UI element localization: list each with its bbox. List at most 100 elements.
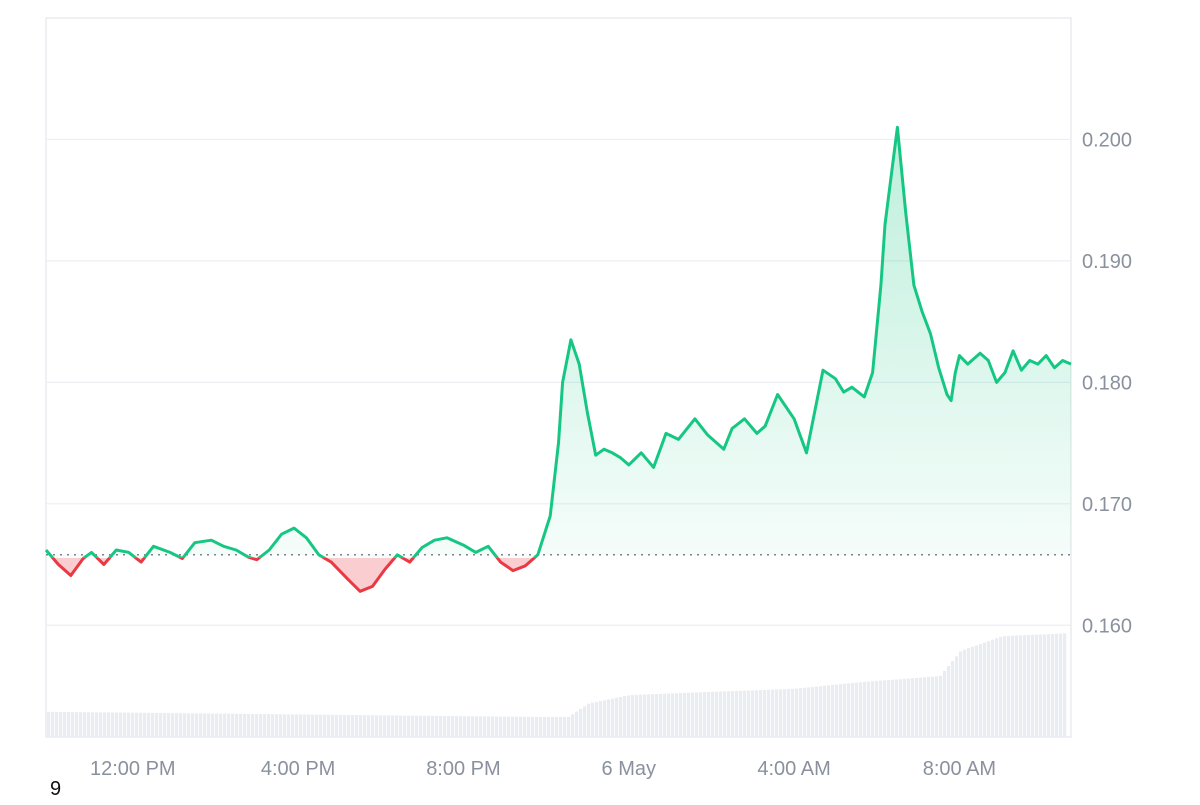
volume-bar	[227, 713, 231, 737]
volume-bar	[843, 683, 847, 737]
volume-bar	[659, 693, 663, 737]
volume-bar	[263, 714, 267, 737]
volume-bar	[463, 716, 467, 737]
volume-bar	[391, 715, 395, 737]
volume-bar	[915, 677, 919, 737]
volume-bar	[1007, 635, 1011, 737]
volume-bar	[575, 711, 579, 737]
volume-bar	[79, 712, 83, 737]
volume-bar	[891, 679, 895, 737]
volume-bar	[839, 684, 843, 737]
volume-bar	[611, 698, 615, 737]
volume-bar	[679, 693, 683, 737]
volume-bar	[471, 716, 475, 737]
volume-bar	[387, 715, 391, 737]
volume-bar	[335, 714, 339, 737]
volume-bar	[479, 716, 483, 737]
y-tick-label: 0.190	[1082, 251, 1132, 273]
volume-bar	[259, 714, 263, 737]
volume-bar	[515, 716, 519, 737]
volume-bar	[975, 645, 979, 737]
volume-bar	[315, 714, 319, 737]
volume-bar	[963, 649, 967, 737]
volume-bar	[607, 699, 611, 737]
y-tick-label: 0.170	[1082, 494, 1132, 516]
volume-bar	[743, 690, 747, 737]
volume-bar	[899, 679, 903, 737]
volume-bar	[803, 687, 807, 737]
volume-bar	[379, 715, 383, 737]
volume-bar	[51, 711, 55, 737]
volume-bar	[255, 713, 259, 737]
volume-bar	[687, 692, 691, 737]
volume-bar	[647, 694, 651, 737]
volume-bar	[703, 692, 707, 737]
volume-bar	[271, 714, 275, 737]
x-tick-label: 6 May	[602, 758, 656, 780]
volume-bar	[947, 666, 951, 737]
volume-bar	[431, 715, 435, 737]
volume-bar	[143, 712, 147, 737]
volume-bar	[287, 714, 291, 737]
volume-bar	[499, 716, 503, 737]
x-tick-label: 8:00 PM	[426, 758, 500, 780]
volume-bar	[1023, 635, 1027, 737]
volume-bar	[367, 715, 371, 737]
volume-bar	[983, 642, 987, 737]
volume-bar	[1051, 633, 1055, 737]
volume-bar	[503, 716, 507, 737]
volume-bar	[303, 714, 307, 737]
volume-bar	[731, 691, 735, 737]
volume-bar	[615, 697, 619, 737]
volume-bar	[735, 690, 739, 737]
volume-bar	[299, 714, 303, 737]
volume-bar	[239, 713, 243, 737]
volume-bar	[323, 714, 327, 737]
volume-bar	[215, 713, 219, 737]
volume-bar	[711, 691, 715, 737]
volume-bar	[115, 712, 119, 737]
volume-bar	[831, 684, 835, 737]
volume-bar	[779, 689, 783, 737]
volume-bar	[459, 716, 463, 737]
x-tick-label: 12:00 PM	[90, 758, 176, 780]
volume-bar	[583, 706, 587, 737]
y-tick-label: 0.160	[1082, 615, 1132, 637]
volume-bar	[151, 712, 155, 737]
volume-bar	[627, 695, 631, 737]
volume-bar	[707, 692, 711, 737]
price-lines	[44, 125, 1072, 593]
volume-bar	[359, 715, 363, 737]
volume-bar	[595, 701, 599, 737]
volume-bar	[1035, 634, 1039, 737]
volume-bar	[491, 716, 495, 737]
volume-bar	[635, 694, 639, 737]
volume-bar	[223, 713, 227, 737]
volume-bar	[811, 686, 815, 737]
volume-bar	[739, 690, 743, 737]
volume-bar	[355, 715, 359, 737]
volume-bar	[551, 717, 555, 737]
volume-bar	[99, 712, 103, 737]
area-above-baseline	[46, 127, 1071, 558]
volume-bar	[835, 684, 839, 737]
volume-bar	[415, 715, 419, 737]
volume-bar	[1015, 635, 1019, 737]
volume-bar	[439, 715, 443, 737]
volume-bar	[955, 656, 959, 737]
volume-bar	[55, 711, 59, 737]
volume-bar	[1055, 633, 1059, 737]
volume-bar	[939, 675, 943, 737]
corner-label: 9	[50, 778, 62, 800]
volume-bar	[127, 712, 131, 737]
y-axis-ticks: 0.160 0.170 0.180 0.190 0.200	[1082, 129, 1132, 637]
volume-bar	[959, 651, 963, 737]
volume-bar	[799, 688, 803, 737]
volume-bar	[951, 661, 955, 737]
volume-bar	[511, 716, 515, 737]
volume-bar	[103, 712, 107, 737]
volume-bar	[995, 638, 999, 737]
y-tick-label: 0.200	[1082, 129, 1132, 151]
volume-bar	[219, 713, 223, 737]
volume-bar	[331, 714, 335, 737]
